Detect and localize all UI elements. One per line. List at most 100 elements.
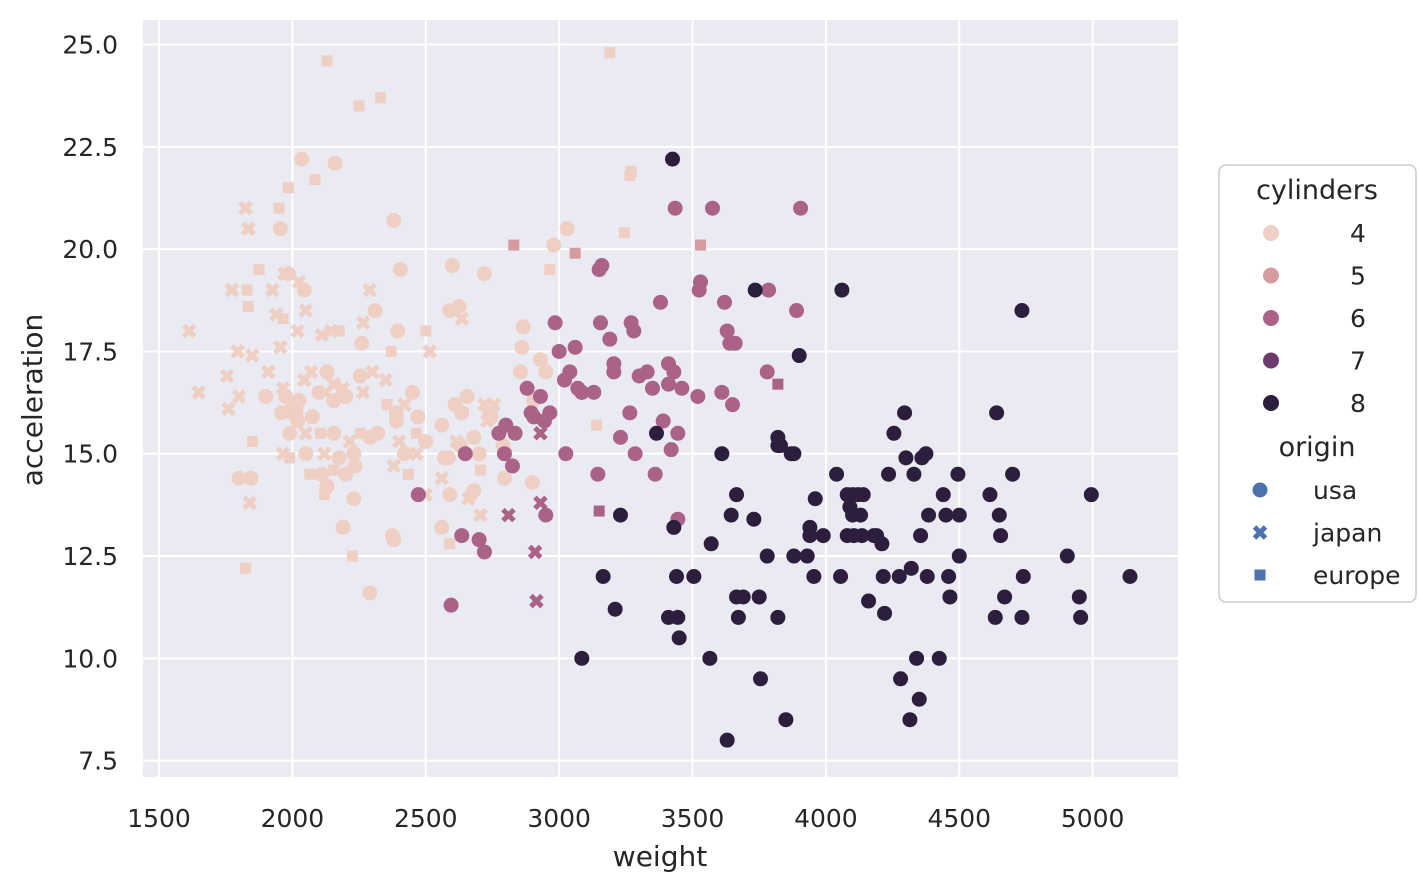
- data-point-stroke: [298, 426, 313, 441]
- data-point: [670, 425, 686, 441]
- x-tick-label: 3000: [527, 804, 591, 833]
- data-point: [807, 491, 823, 507]
- data-point: [1015, 568, 1031, 584]
- data-point-stroke: [527, 544, 543, 560]
- data-point: [420, 325, 432, 337]
- data-point: [730, 609, 746, 625]
- data-point: [454, 311, 470, 326]
- data-point: [397, 397, 412, 412]
- data-point: [717, 294, 733, 310]
- data-point: [786, 446, 802, 462]
- data-point: [667, 200, 683, 216]
- data-point: [661, 376, 677, 392]
- data-point: [476, 544, 492, 560]
- data-point: [778, 712, 794, 728]
- data-point: [653, 294, 668, 310]
- data-point: [243, 470, 259, 486]
- data-point: [686, 568, 702, 584]
- data-point: [479, 413, 495, 429]
- data-point: [829, 466, 845, 482]
- data-point: [471, 446, 487, 462]
- data-point: [919, 568, 935, 584]
- data-point: [242, 495, 257, 511]
- data-point: [508, 239, 520, 251]
- data-point: [666, 519, 682, 535]
- legend-hue-entries: 4 5 6 7 8: [1263, 219, 1366, 418]
- data-point-stroke: [317, 446, 332, 462]
- data-point: [303, 364, 319, 380]
- data-point: [476, 266, 492, 282]
- data-point: [231, 389, 247, 404]
- y-tick-label: 20.0: [62, 235, 118, 264]
- data-point: [746, 511, 762, 527]
- data-point: [648, 425, 664, 441]
- data-point: [354, 427, 366, 439]
- data-point: [386, 458, 402, 474]
- data-point: [527, 544, 543, 560]
- data-point: [291, 393, 307, 409]
- data-point: [802, 528, 818, 544]
- x-tick-label: 4000: [794, 804, 858, 833]
- data-point: [515, 319, 531, 335]
- data-point: [793, 200, 809, 216]
- data-point: [326, 376, 341, 392]
- data-point: [1059, 548, 1075, 564]
- data-point: [434, 417, 450, 433]
- data-point: [240, 562, 252, 574]
- data-point: [386, 532, 402, 548]
- data-point: [542, 405, 558, 421]
- data-point: [524, 474, 540, 490]
- data-point-stroke: [314, 327, 329, 343]
- x-tick-label: 3500: [661, 804, 725, 833]
- data-point-stroke: [434, 471, 450, 486]
- data-point: [443, 597, 459, 613]
- x-tick-label: 2000: [261, 804, 325, 833]
- data-point: [532, 352, 548, 368]
- data-point-stroke: [224, 282, 240, 298]
- data-point: [753, 671, 769, 687]
- legend-style-marker-stroke: [1252, 525, 1268, 540]
- data-point: [317, 446, 332, 462]
- y-axis-title: acceleration: [16, 314, 49, 486]
- data-point: [328, 464, 340, 476]
- data-point: [989, 405, 1005, 421]
- data-point: [272, 221, 288, 237]
- data-point: [935, 487, 951, 503]
- data-point: [314, 427, 326, 439]
- data-point: [893, 671, 909, 687]
- data-point-stroke: [335, 381, 351, 396]
- data-point-stroke: [326, 376, 341, 392]
- data-point-stroke: [378, 372, 394, 388]
- data-point: [466, 429, 482, 445]
- y-tick-label: 10.0: [62, 644, 118, 673]
- data-point: [714, 446, 730, 462]
- data-point: [304, 468, 316, 480]
- data-point: [346, 550, 358, 562]
- data-point: [791, 348, 807, 364]
- data-point: [538, 507, 554, 523]
- data-point-stroke: [291, 274, 307, 290]
- data-point: [277, 266, 292, 281]
- data-point: [318, 489, 330, 501]
- x-tick-label: 1500: [127, 804, 191, 833]
- data-point-stroke: [529, 593, 544, 609]
- data-point: [519, 380, 535, 396]
- data-point: [618, 227, 630, 239]
- gridlines: [143, 20, 1178, 777]
- data-point: [457, 446, 473, 462]
- data-point: [639, 364, 655, 380]
- data-point: [273, 202, 285, 214]
- data-point: [459, 388, 475, 404]
- data-point: [454, 528, 470, 544]
- data-point: [544, 264, 556, 276]
- data-point: [449, 434, 464, 449]
- data-point: [362, 429, 378, 445]
- data-point-stroke: [479, 413, 495, 429]
- data-point: [442, 487, 458, 503]
- data-point: [219, 368, 235, 384]
- data-point: [602, 331, 618, 347]
- data-point: [666, 364, 682, 380]
- data-point: [355, 315, 371, 331]
- data-point-stroke: [290, 323, 305, 339]
- data-point: [729, 589, 745, 605]
